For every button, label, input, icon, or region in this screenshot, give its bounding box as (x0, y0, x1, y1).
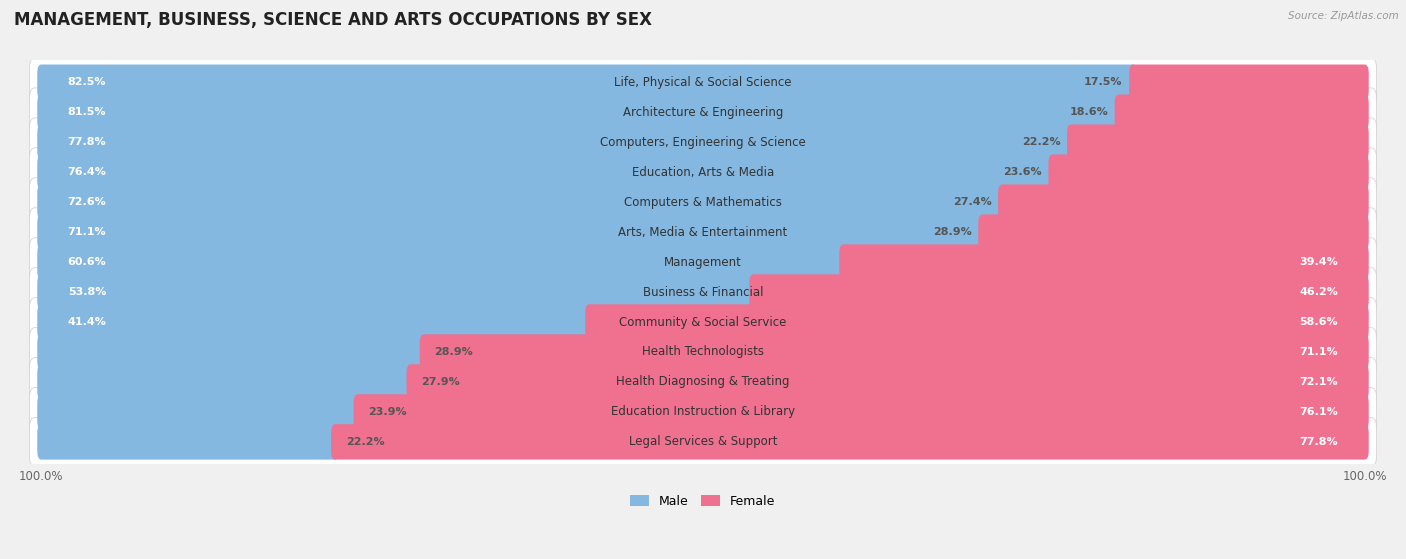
Text: 41.4%: 41.4% (67, 317, 107, 327)
FancyBboxPatch shape (38, 424, 339, 459)
FancyBboxPatch shape (1049, 154, 1368, 190)
FancyBboxPatch shape (330, 424, 1368, 459)
Text: 71.1%: 71.1% (1299, 347, 1339, 357)
FancyBboxPatch shape (1129, 64, 1368, 100)
FancyBboxPatch shape (585, 304, 1368, 340)
FancyBboxPatch shape (38, 394, 361, 430)
FancyBboxPatch shape (30, 328, 1376, 376)
FancyBboxPatch shape (998, 184, 1368, 220)
Text: Architecture & Engineering: Architecture & Engineering (623, 106, 783, 119)
FancyBboxPatch shape (38, 334, 427, 369)
Text: MANAGEMENT, BUSINESS, SCIENCE AND ARTS OCCUPATIONS BY SEX: MANAGEMENT, BUSINESS, SCIENCE AND ARTS O… (14, 11, 652, 29)
Text: 23.9%: 23.9% (368, 407, 406, 417)
Text: Health Diagnosing & Treating: Health Diagnosing & Treating (616, 376, 790, 389)
FancyBboxPatch shape (30, 238, 1376, 286)
Text: Source: ZipAtlas.com: Source: ZipAtlas.com (1288, 11, 1399, 21)
Text: 76.1%: 76.1% (1299, 407, 1339, 417)
Text: 76.4%: 76.4% (67, 167, 107, 177)
Text: 28.9%: 28.9% (434, 347, 472, 357)
Text: Business & Financial: Business & Financial (643, 286, 763, 299)
Text: 46.2%: 46.2% (1299, 287, 1339, 297)
FancyBboxPatch shape (38, 244, 848, 280)
Text: 23.6%: 23.6% (1004, 167, 1042, 177)
Text: 82.5%: 82.5% (67, 77, 107, 87)
Text: Legal Services & Support: Legal Services & Support (628, 435, 778, 448)
FancyBboxPatch shape (38, 154, 1056, 190)
FancyBboxPatch shape (30, 58, 1376, 106)
FancyBboxPatch shape (979, 215, 1368, 250)
Text: Arts, Media & Entertainment: Arts, Media & Entertainment (619, 226, 787, 239)
Text: 22.2%: 22.2% (1022, 137, 1060, 147)
FancyBboxPatch shape (30, 358, 1376, 406)
FancyBboxPatch shape (1115, 94, 1368, 130)
Text: 39.4%: 39.4% (1299, 257, 1339, 267)
Text: 72.6%: 72.6% (67, 197, 107, 207)
FancyBboxPatch shape (30, 208, 1376, 257)
Text: 27.9%: 27.9% (420, 377, 460, 387)
FancyBboxPatch shape (406, 364, 1368, 400)
FancyBboxPatch shape (749, 274, 1368, 310)
FancyBboxPatch shape (30, 387, 1376, 436)
FancyBboxPatch shape (30, 418, 1376, 466)
FancyBboxPatch shape (30, 268, 1376, 316)
Text: Computers, Engineering & Science: Computers, Engineering & Science (600, 136, 806, 149)
Text: Education Instruction & Library: Education Instruction & Library (612, 405, 794, 419)
Text: 72.1%: 72.1% (1299, 377, 1339, 387)
Text: Life, Physical & Social Science: Life, Physical & Social Science (614, 75, 792, 89)
FancyBboxPatch shape (38, 215, 986, 250)
Text: Management: Management (664, 255, 742, 268)
FancyBboxPatch shape (38, 64, 1137, 100)
Text: 28.9%: 28.9% (934, 227, 972, 237)
FancyBboxPatch shape (839, 244, 1368, 280)
FancyBboxPatch shape (1067, 125, 1368, 160)
Text: 17.5%: 17.5% (1084, 77, 1122, 87)
Text: 53.8%: 53.8% (67, 287, 105, 297)
FancyBboxPatch shape (38, 304, 593, 340)
Text: 27.4%: 27.4% (953, 197, 991, 207)
Text: 77.8%: 77.8% (67, 137, 107, 147)
FancyBboxPatch shape (30, 118, 1376, 167)
Legend: Male, Female: Male, Female (626, 490, 780, 513)
Text: 22.2%: 22.2% (346, 437, 384, 447)
Text: Community & Social Service: Community & Social Service (619, 315, 787, 329)
FancyBboxPatch shape (420, 334, 1368, 369)
FancyBboxPatch shape (30, 178, 1376, 226)
Text: 71.1%: 71.1% (67, 227, 107, 237)
Text: Computers & Mathematics: Computers & Mathematics (624, 196, 782, 209)
Text: 58.6%: 58.6% (1299, 317, 1339, 327)
Text: Education, Arts & Media: Education, Arts & Media (631, 165, 775, 179)
Text: 81.5%: 81.5% (67, 107, 107, 117)
FancyBboxPatch shape (38, 94, 1123, 130)
Text: 77.8%: 77.8% (1299, 437, 1339, 447)
Text: 18.6%: 18.6% (1069, 107, 1108, 117)
FancyBboxPatch shape (30, 298, 1376, 346)
FancyBboxPatch shape (30, 148, 1376, 196)
FancyBboxPatch shape (30, 88, 1376, 136)
Text: Health Technologists: Health Technologists (643, 345, 763, 358)
FancyBboxPatch shape (38, 184, 1007, 220)
FancyBboxPatch shape (353, 394, 1368, 430)
Text: 60.6%: 60.6% (67, 257, 107, 267)
FancyBboxPatch shape (38, 125, 1076, 160)
FancyBboxPatch shape (38, 274, 758, 310)
FancyBboxPatch shape (38, 364, 415, 400)
